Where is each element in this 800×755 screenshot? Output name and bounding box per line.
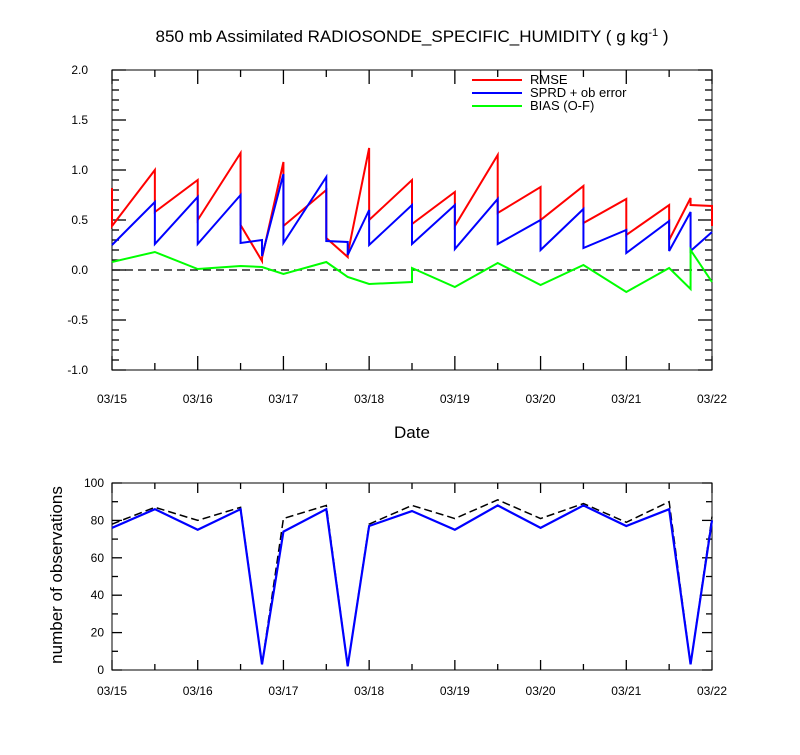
chart-title-superscript: -1 bbox=[648, 27, 658, 39]
top-x-axis-label: Date bbox=[394, 423, 430, 442]
bottom-chart: 03/15 03/16 03/17 03/18 03/19 03/20 03/21 03/22… bbox=[84, 476, 727, 698]
top-x-tick-label: 03/17 bbox=[268, 392, 298, 406]
bottom-x-tick-label: 03/17 bbox=[268, 684, 298, 698]
chart-title: 850 mb Assimilated RADIOSONDE_SPECIFIC_H… bbox=[156, 27, 669, 46]
bottom-y-tick-label: 0 bbox=[97, 663, 104, 677]
top-x-tick-label: 03/16 bbox=[183, 392, 213, 406]
top-series-sprd-ob-error bbox=[111, 173, 713, 257]
top-y-tick-label: -0.5 bbox=[67, 313, 88, 327]
top-series-bias-o-f bbox=[111, 246, 713, 294]
top-x-tick-label: 03/22 bbox=[697, 392, 727, 406]
bottom-y-tick-label: 40 bbox=[91, 588, 105, 602]
bottom-y-tick-label: 20 bbox=[91, 626, 105, 640]
bottom-x-tick-label: 03/15 bbox=[97, 684, 127, 698]
bottom-series-assimilated-observations bbox=[111, 504, 714, 667]
top-x-tick-label: 03/20 bbox=[526, 392, 556, 406]
bottom-x-tick-label: 03/19 bbox=[440, 684, 470, 698]
bottom-y-tick-label: 100 bbox=[84, 476, 104, 490]
top-x-tick-label: 03/21 bbox=[611, 392, 641, 406]
top-x-tick-label: 03/15 bbox=[97, 392, 127, 406]
top-chart: 03/15 03/16 03/17 03/18 03/19 03/20 03/21 03/22… bbox=[67, 63, 727, 406]
chart-title-suffix: ) bbox=[658, 27, 668, 46]
top-y-tick-label: 2.0 bbox=[71, 63, 88, 77]
top-x-tick-label: 03/19 bbox=[440, 392, 470, 406]
top-y-tick-label: -1.0 bbox=[67, 363, 88, 377]
bottom-y-tick-label: 80 bbox=[91, 513, 105, 527]
bottom-x-tick-label: 03/18 bbox=[354, 684, 384, 698]
bottom-y-axis-label: number of observations bbox=[47, 486, 66, 664]
bottom-x-tick-label: 03/20 bbox=[526, 684, 556, 698]
top-x-tick-label: 03/18 bbox=[354, 392, 384, 406]
legend-label: RMSE bbox=[530, 72, 568, 87]
bottom-x-tick-label: 03/16 bbox=[183, 684, 213, 698]
top-y-tick-label: 0.0 bbox=[71, 263, 88, 277]
top-y-tick-label: 1.5 bbox=[71, 113, 88, 127]
top-y-tick-label: 0.5 bbox=[71, 213, 88, 227]
bottom-y-tick-label: 60 bbox=[91, 551, 105, 565]
bottom-x-tick-label: 03/21 bbox=[611, 684, 641, 698]
bottom-x-tick-label: 03/22 bbox=[697, 684, 727, 698]
top-series-rmse bbox=[111, 147, 713, 265]
legend-label: SPRD + ob error bbox=[530, 85, 627, 100]
top-y-tick-label: 1.0 bbox=[71, 163, 88, 177]
legend-label: BIAS (O-F) bbox=[530, 98, 594, 113]
